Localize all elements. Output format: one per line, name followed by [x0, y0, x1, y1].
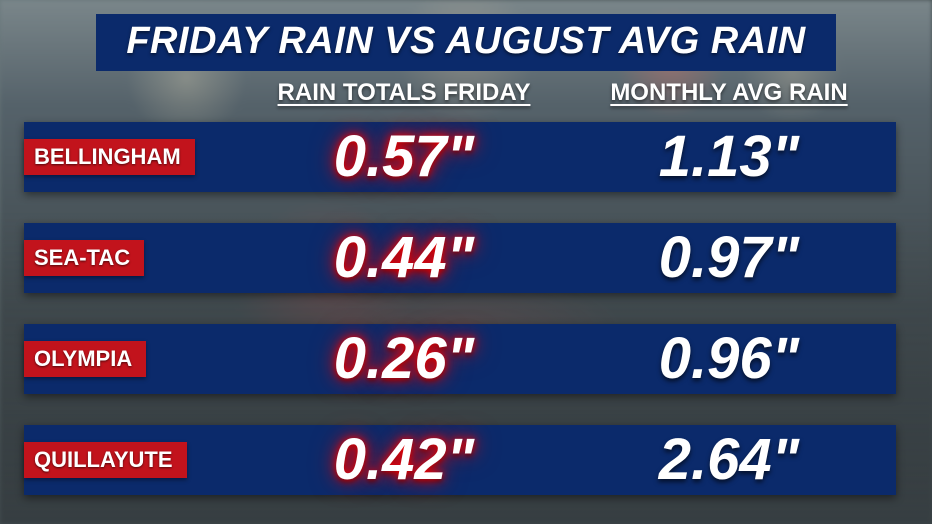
table-row: OLYMPIA 0.26" 0.96" [24, 317, 908, 401]
monthly-value: 0.96" [574, 330, 884, 388]
title-banner: FRIDAY RAIN VS AUGUST AVG RAIN [96, 14, 835, 71]
table-row: QUILLAYUTE 0.42" 2.64" [24, 418, 908, 502]
monthly-value: 1.13" [574, 128, 884, 186]
monthly-value: 2.64" [574, 431, 884, 489]
table-row: SEA-TAC 0.44" 0.97" [24, 216, 908, 300]
friday-value-text: 0.44" [334, 225, 474, 290]
friday-value: 0.26" [254, 330, 554, 388]
city-tag: SEA-TAC [24, 240, 144, 276]
friday-value: 0.57" [254, 128, 554, 186]
column-header-friday: RAIN TOTALS FRIDAY [244, 79, 564, 107]
friday-value-text: 0.57" [334, 124, 474, 189]
table-row: BELLINGHAM 0.57" 1.13" [24, 115, 908, 199]
column-headers: RAIN TOTALS FRIDAY MONTHLY AVG RAIN [244, 79, 908, 107]
column-header-monthly: MONTHLY AVG RAIN [564, 79, 894, 107]
friday-value: 0.42" [254, 431, 554, 489]
city-tag: BELLINGHAM [24, 139, 195, 175]
graphic-container: FRIDAY RAIN VS AUGUST AVG RAIN RAIN TOTA… [0, 0, 932, 524]
data-rows: BELLINGHAM 0.57" 1.13" SEA-TAC 0.44" 0.9… [24, 115, 908, 506]
monthly-value: 0.97" [574, 229, 884, 287]
friday-value: 0.44" [254, 229, 554, 287]
city-tag: OLYMPIA [24, 341, 146, 377]
city-tag: QUILLAYUTE [24, 442, 187, 478]
friday-value-text: 0.42" [334, 427, 474, 492]
friday-value-text: 0.26" [334, 326, 474, 391]
